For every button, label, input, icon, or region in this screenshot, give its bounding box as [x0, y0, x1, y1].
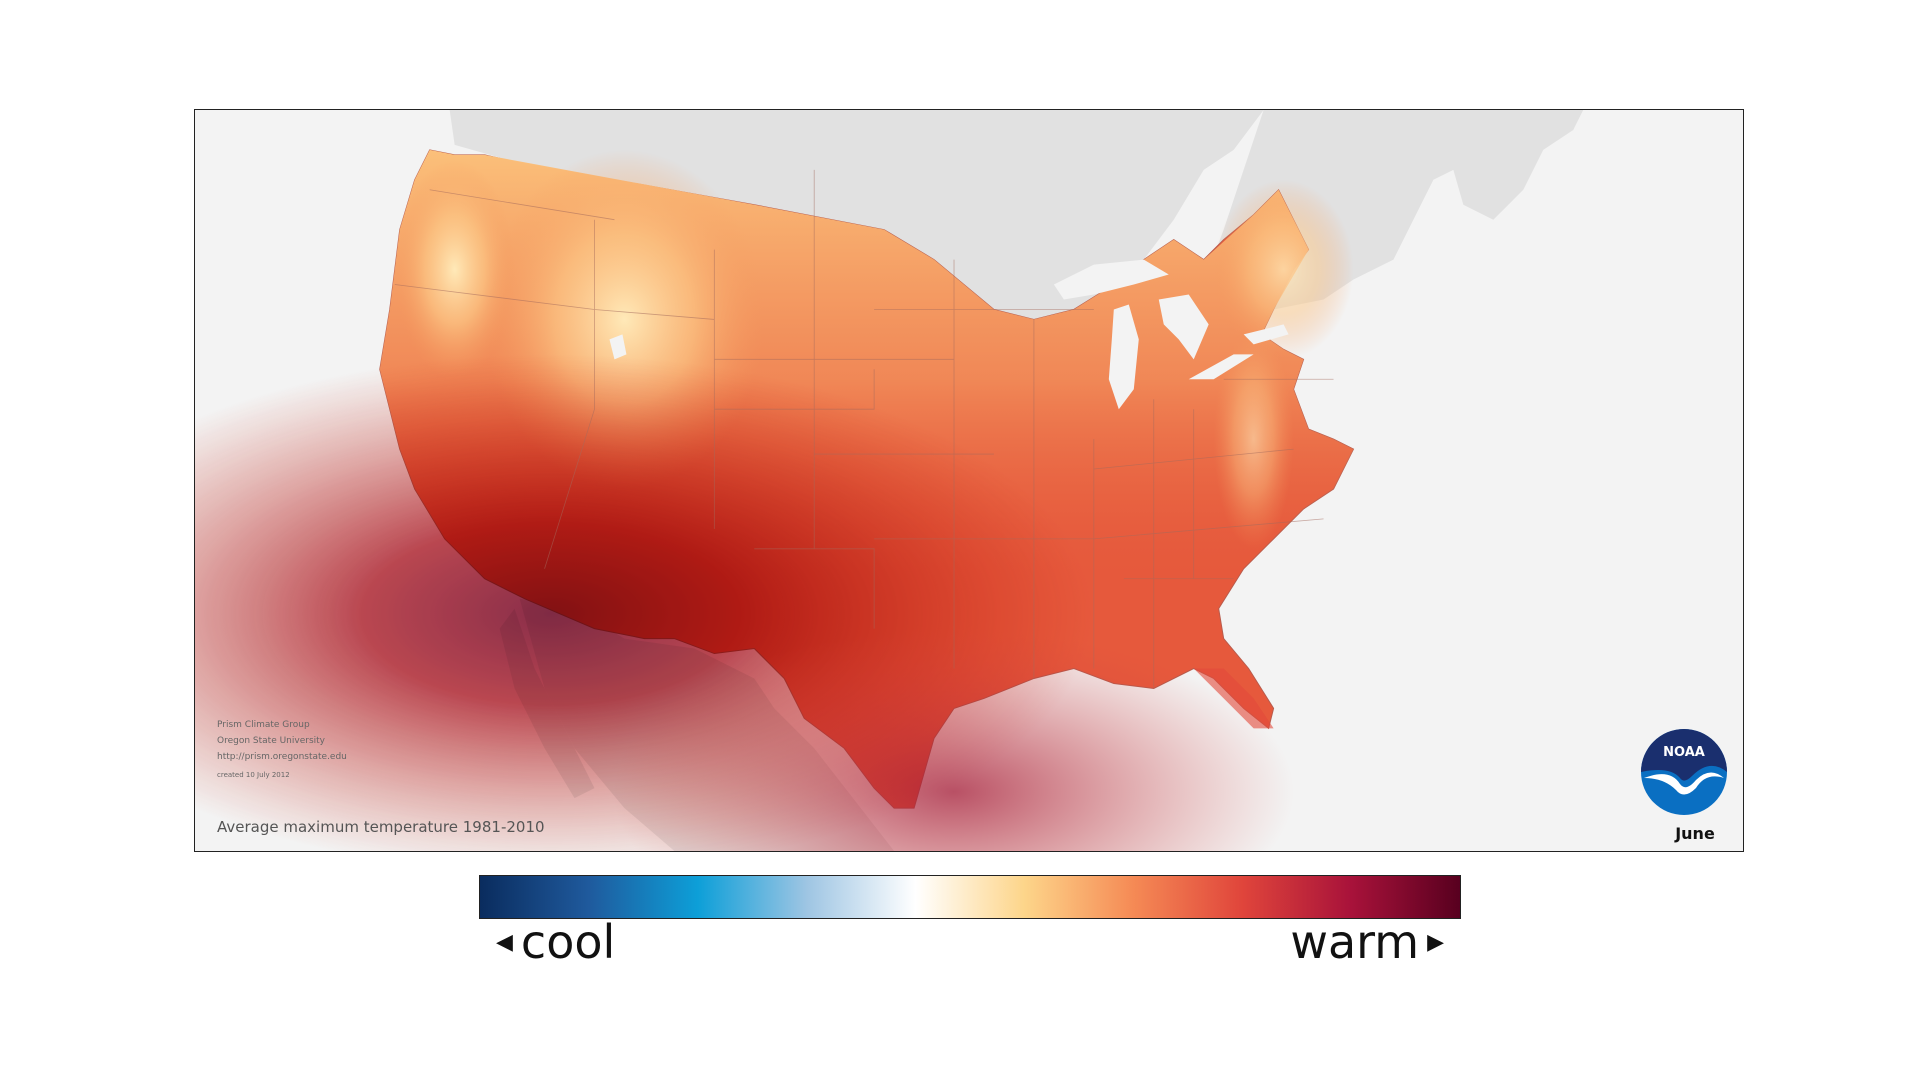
lake-huron: [1158, 294, 1209, 360]
legend-warm-label: warm ▶: [1290, 915, 1452, 973]
left-arrow-icon: ◀: [496, 929, 513, 955]
great-salt-lake: [609, 334, 627, 360]
credit-link[interactable]: http://prism.oregonstate.edu: [217, 752, 347, 762]
state-boundaries: [394, 169, 1334, 689]
legend-cool-label: ◀ cool: [488, 915, 615, 973]
noaa-logo-text: NOAA: [1663, 745, 1705, 760]
credit-line: Prism Climate Group: [217, 720, 310, 730]
right-arrow-icon: ▶: [1427, 929, 1444, 955]
color-scale-bar: [479, 875, 1461, 919]
credit-line: Oregon State University: [217, 736, 325, 746]
legend-cool-text: cool: [520, 915, 616, 969]
legend-warm-text: warm: [1290, 915, 1420, 969]
month-label: June: [1675, 824, 1715, 843]
lake-ontario: [1243, 324, 1289, 345]
lake-michigan: [1108, 304, 1139, 410]
lake-erie: [1188, 354, 1254, 380]
temperature-map: [195, 110, 1743, 851]
noaa-logo-icon: NOAA: [1641, 729, 1727, 815]
created-date: created 10 July 2012: [217, 771, 290, 779]
map-title: Average maximum temperature 1981-2010: [217, 818, 545, 836]
map-frame: Prism Climate Group Oregon State Univers…: [194, 109, 1744, 852]
lake-superior: [1053, 259, 1169, 300]
